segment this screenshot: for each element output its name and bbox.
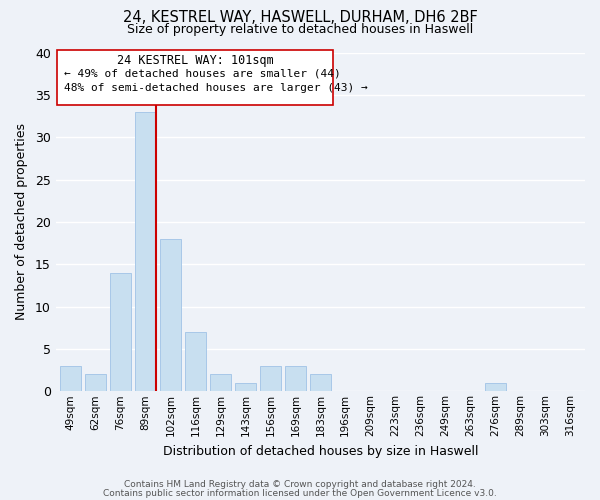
Bar [60, 366, 81, 392]
Text: 24, KESTREL WAY, HASWELL, DURHAM, DH6 2BF: 24, KESTREL WAY, HASWELL, DURHAM, DH6 2B… [122, 10, 478, 25]
Text: 48% of semi-detached houses are larger (43) →: 48% of semi-detached houses are larger (… [64, 83, 368, 93]
Bar [285, 366, 306, 392]
Bar [260, 366, 281, 392]
Bar [210, 374, 231, 392]
Bar [235, 383, 256, 392]
X-axis label: Distribution of detached houses by size in Haswell: Distribution of detached houses by size … [163, 444, 478, 458]
FancyBboxPatch shape [57, 50, 333, 105]
Bar [110, 272, 131, 392]
Bar [310, 374, 331, 392]
Y-axis label: Number of detached properties: Number of detached properties [15, 124, 28, 320]
Text: Size of property relative to detached houses in Haswell: Size of property relative to detached ho… [127, 22, 473, 36]
Text: Contains HM Land Registry data © Crown copyright and database right 2024.: Contains HM Land Registry data © Crown c… [124, 480, 476, 489]
Bar [85, 374, 106, 392]
Bar [485, 383, 506, 392]
Bar [160, 239, 181, 392]
Text: Contains public sector information licensed under the Open Government Licence v3: Contains public sector information licen… [103, 488, 497, 498]
Text: ← 49% of detached houses are smaller (44): ← 49% of detached houses are smaller (44… [64, 68, 341, 78]
Bar [185, 332, 206, 392]
Bar [135, 112, 156, 392]
Text: 24 KESTREL WAY: 101sqm: 24 KESTREL WAY: 101sqm [116, 54, 273, 68]
